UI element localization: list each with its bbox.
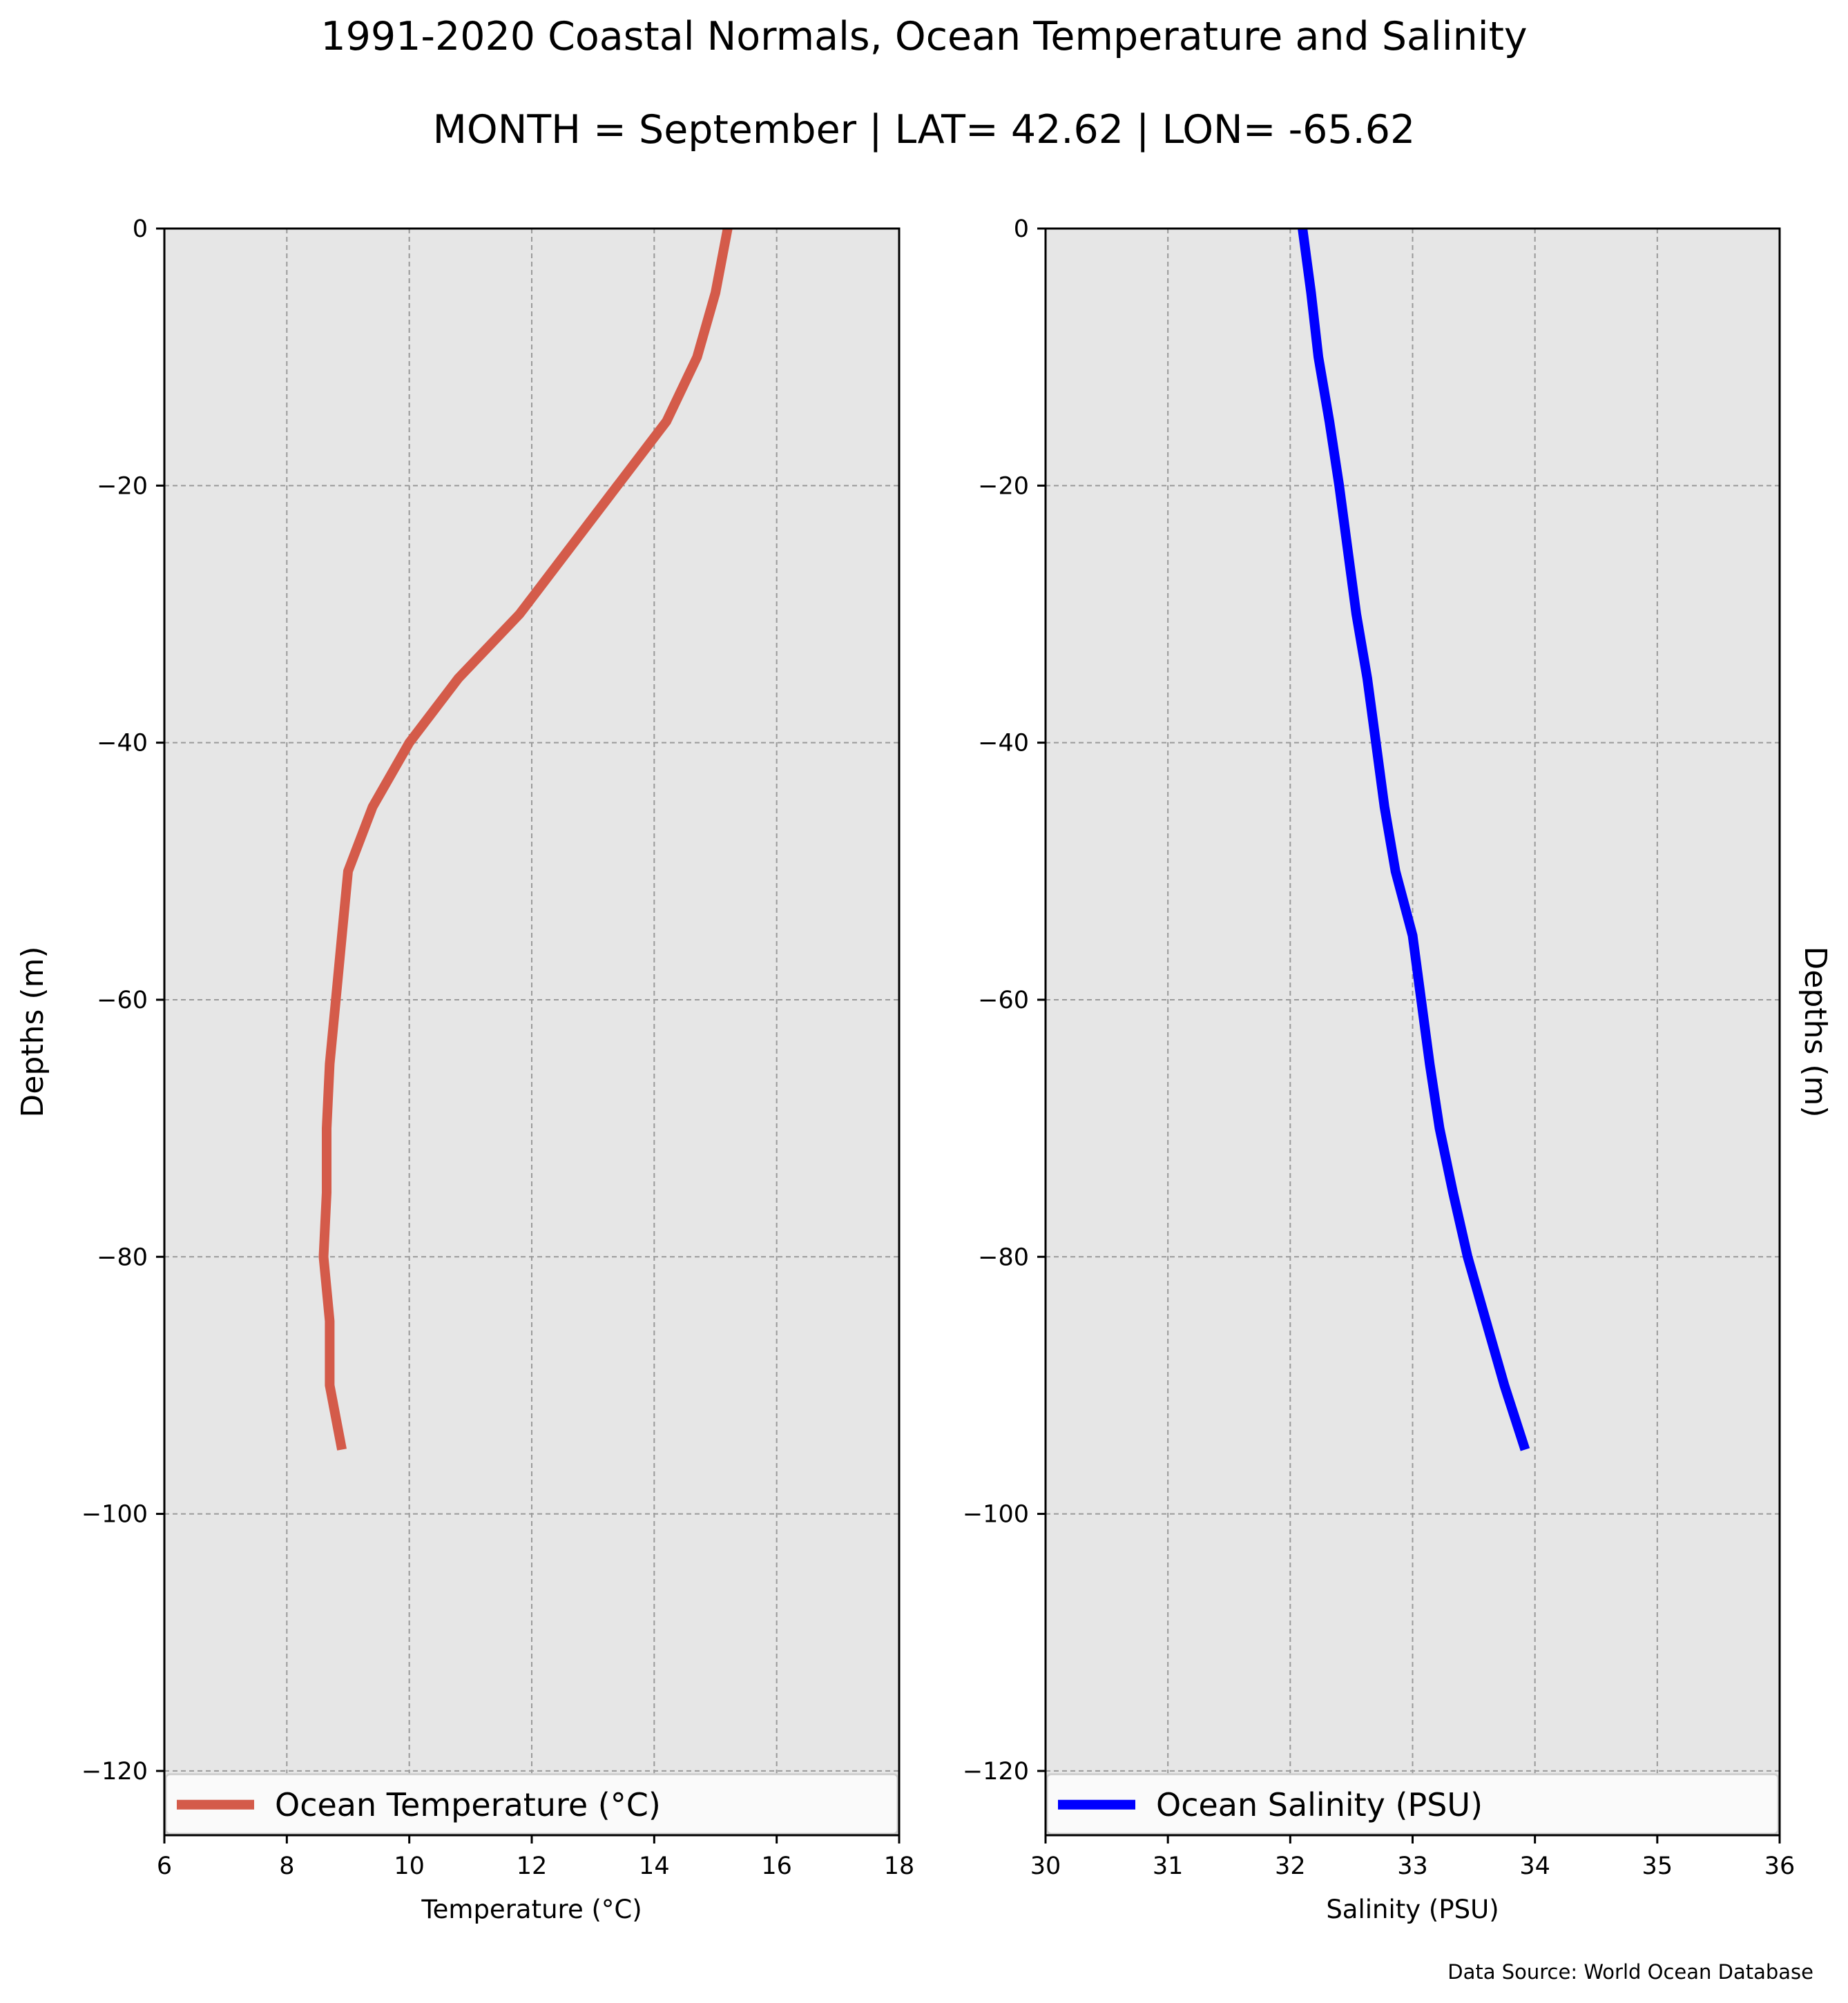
salinity-y-tick-label: −80 [978, 1244, 1029, 1271]
temperature-y-axis-label: Depths (m) [15, 946, 50, 1117]
salinity-y-tick-label: −20 [978, 472, 1029, 500]
salinity-y-tick-label: 0 [1014, 215, 1029, 243]
temperature-y-tick-label: −60 [97, 987, 148, 1014]
salinity-legend-label: Ocean Salinity (PSU) [1156, 1786, 1483, 1823]
temperature-legend-box [164, 1773, 899, 1835]
temperature-x-tick-label: 12 [517, 1852, 548, 1880]
temperature-y-tick-label: −20 [97, 472, 148, 500]
temperature-y-tick-label: −120 [81, 1758, 148, 1786]
temperature-x-tick-label: 10 [394, 1852, 425, 1880]
salinity-x-tick-label: 34 [1519, 1852, 1550, 1880]
salinity-y-axis-label: Depths (m) [1798, 946, 1833, 1117]
temperature-x-tick-label: 8 [279, 1852, 294, 1880]
salinity-y-tick-label: −120 [963, 1758, 1029, 1786]
temperature-x-tick-label: 6 [157, 1852, 172, 1880]
temperature-x-tick-label: 14 [639, 1852, 670, 1880]
salinity-x-tick-label: 32 [1275, 1852, 1306, 1880]
salinity-y-tick-label: −100 [963, 1501, 1029, 1529]
salinity-y-tick-label: −60 [978, 987, 1029, 1014]
salinity-x-tick-label: 36 [1764, 1852, 1796, 1880]
temperature-y-tick-label: −40 [97, 730, 148, 757]
temperature-series-line [318, 227, 733, 1451]
salinity-legend-box [1046, 1773, 1780, 1835]
salinity-x-axis-label: Salinity (PSU) [1326, 1895, 1499, 1924]
temperature-x-tick-label: 18 [884, 1852, 915, 1880]
temperature-x-tick-label: 16 [761, 1852, 792, 1880]
temperature-legend-label: Ocean Temperature (°C) [275, 1786, 661, 1823]
salinity-x-tick-label: 31 [1153, 1852, 1184, 1880]
salinity-x-tick-label: 30 [1030, 1852, 1061, 1880]
temperature-y-tick-label: 0 [133, 215, 148, 243]
salinity-x-tick-label: 35 [1642, 1852, 1673, 1880]
data-source-note: Data Source: World Ocean Database [1447, 1960, 1813, 1984]
chart-title: 1991-2020 Coastal Normals, Ocean Tempera… [320, 14, 1528, 59]
salinity-x-tick-label: 33 [1397, 1852, 1428, 1880]
temperature-y-tick-label: −80 [97, 1244, 148, 1271]
temperature-y-tick-label: −100 [81, 1501, 148, 1529]
salinity-series-line [1298, 228, 1530, 1451]
temperature-x-axis-label: Temperature (°C) [421, 1895, 642, 1924]
salinity-y-tick-label: −40 [978, 730, 1029, 757]
chart-subtitle: MONTH = September | LAT= 42.62 | LON= -6… [432, 107, 1416, 153]
